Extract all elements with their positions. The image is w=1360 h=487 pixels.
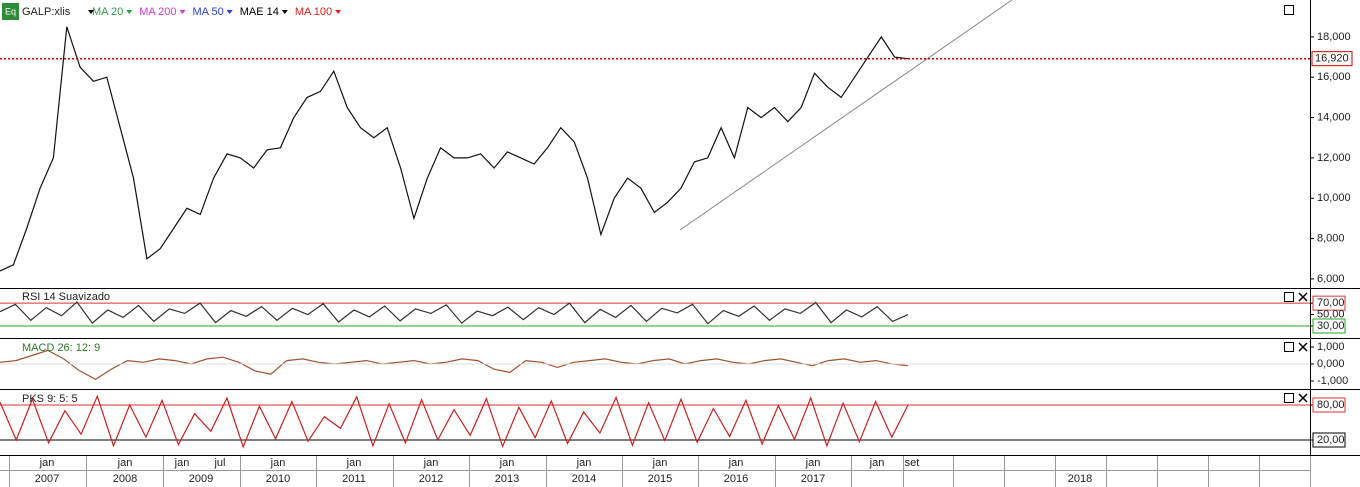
year-label: 2014 xyxy=(572,473,596,485)
y-tick-label: 1,000 xyxy=(1317,341,1345,353)
month-label: jan xyxy=(174,457,190,469)
indicator-label[interactable]: MA 100 xyxy=(295,6,332,18)
y-tick-label: 6,000 xyxy=(1317,273,1345,285)
year-label: 2010 xyxy=(266,473,290,485)
indicator-label[interactable]: MAE 14 xyxy=(240,6,279,18)
close-button[interactable] xyxy=(1298,342,1308,352)
month-label: jan xyxy=(805,457,821,469)
month-label: jan xyxy=(652,457,668,469)
maximize-button[interactable] xyxy=(1284,393,1294,403)
symbol-icon-label: Eq xyxy=(5,6,16,16)
last-price-label: 16,920 xyxy=(1315,53,1349,65)
year-label: 2016 xyxy=(724,473,748,485)
y-tick-label: -1,000 xyxy=(1317,375,1348,387)
month-label: jan xyxy=(346,457,362,469)
indicator-label[interactable]: MA 200 xyxy=(139,6,176,18)
month-label: jul xyxy=(213,457,225,469)
symbol[interactable]: GALP:xlis xyxy=(22,6,71,18)
year-label: 2015 xyxy=(648,473,672,485)
month-label: jan xyxy=(869,457,885,469)
year-label: 2018 xyxy=(1068,473,1092,485)
maximize-button[interactable] xyxy=(1284,342,1294,352)
y-tick-label: 12,000 xyxy=(1317,152,1351,164)
indicator-label[interactable]: MA 20 xyxy=(92,6,123,18)
series-line xyxy=(0,349,909,380)
level-label-box xyxy=(1312,295,1346,311)
month-label: jan xyxy=(39,457,55,469)
y-tick-label: 16,000 xyxy=(1317,71,1351,83)
series-line xyxy=(0,26,909,272)
dropdown-arrow[interactable] xyxy=(126,10,133,14)
month-label: set xyxy=(905,457,920,469)
year-label: 2007 xyxy=(35,473,59,485)
panel-title[interactable]: RSI 14 Suavizado xyxy=(22,291,110,303)
year-label: 2012 xyxy=(419,473,443,485)
dropdown-arrow[interactable] xyxy=(88,10,94,14)
month-label: jan xyxy=(499,457,515,469)
y-tick-label: 50,00 xyxy=(1317,308,1345,320)
y-tick-label: 18,000 xyxy=(1317,31,1351,43)
panel-title[interactable]: MACD 26: 12: 9 xyxy=(22,342,100,354)
year-label: 2013 xyxy=(495,473,519,485)
y-tick-label: 70,00 xyxy=(1317,297,1345,309)
dropdown-arrow[interactable] xyxy=(281,10,288,14)
last-price-box xyxy=(1311,51,1353,67)
year-label: 2009 xyxy=(189,473,213,485)
y-tick-label: 10,000 xyxy=(1317,192,1351,204)
close-button[interactable] xyxy=(1298,393,1308,403)
level-label-box xyxy=(1312,318,1346,334)
level-label-box xyxy=(1312,432,1346,448)
dropdown-arrow[interactable] xyxy=(226,10,233,14)
dropdown-arrow[interactable] xyxy=(179,10,186,14)
indicator-label[interactable]: MA 50 xyxy=(193,6,224,18)
month-label: jan xyxy=(576,457,592,469)
y-tick-label: 80,00 xyxy=(1317,399,1345,411)
y-tick-label: 14,000 xyxy=(1317,111,1351,123)
panel-title[interactable]: PKS 9: 5: 5 xyxy=(22,393,78,405)
y-tick-label: 30,00 xyxy=(1317,320,1345,332)
y-tick-label: 0,000 xyxy=(1317,358,1345,370)
series-line xyxy=(0,394,909,449)
year-label: 2008 xyxy=(113,473,137,485)
year-label: 2011 xyxy=(342,473,366,485)
level-label-box xyxy=(1312,397,1346,413)
y-tick-label: 8,000 xyxy=(1317,232,1345,244)
month-label: jan xyxy=(270,457,286,469)
maximize-button[interactable] xyxy=(1284,292,1294,302)
symbol-icon xyxy=(2,3,19,20)
month-label: jan xyxy=(117,457,133,469)
close-button[interactable] xyxy=(1298,292,1308,302)
maximize-button[interactable] xyxy=(1284,5,1294,15)
series-line xyxy=(0,301,909,325)
y-tick-label: 20,00 xyxy=(1317,434,1345,446)
month-label: jan xyxy=(728,457,744,469)
trendline[interactable] xyxy=(679,0,1013,231)
year-label: 2017 xyxy=(801,473,825,485)
month-label: jan xyxy=(423,457,439,469)
dropdown-arrow[interactable] xyxy=(335,10,342,14)
